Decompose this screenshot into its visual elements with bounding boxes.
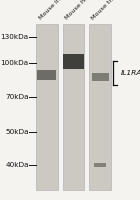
Bar [92, 73, 108, 81]
Bar [63, 24, 84, 190]
Bar [63, 53, 84, 68]
Text: Mouse thymus: Mouse thymus [91, 0, 128, 21]
Text: 40kDa: 40kDa [5, 162, 29, 168]
Bar [89, 24, 111, 190]
Text: 50kDa: 50kDa [5, 129, 29, 135]
Bar [94, 163, 106, 167]
Text: 100kDa: 100kDa [1, 60, 29, 66]
Text: 130kDa: 130kDa [1, 34, 29, 40]
Bar [36, 24, 58, 190]
Text: 70kDa: 70kDa [5, 94, 29, 100]
Text: IL1RAP: IL1RAP [121, 70, 140, 76]
Bar [38, 70, 56, 80]
Text: Mouse liver: Mouse liver [38, 0, 68, 21]
Text: Mouse heart: Mouse heart [64, 0, 96, 21]
